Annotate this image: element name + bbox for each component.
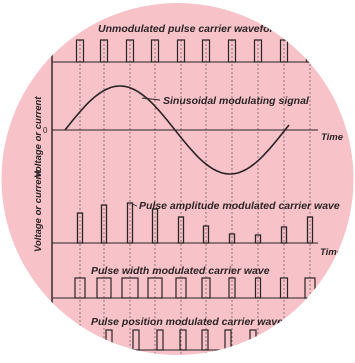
background-disc [1,3,354,355]
sampling-guides [79,40,311,355]
pam-pulse-5 [202,225,210,244]
ppm-pulse-9 [306,329,314,351]
unmodulated-pulse-9 [305,39,315,63]
pam-title: Pulse amplitude modulated carrier wave [139,200,340,212]
diagram-content: Unmodulated pulse carrier waveform Sinus… [33,3,344,355]
ppm-pulse-8 [277,329,285,351]
pam-pulse-3 [151,208,159,244]
pam-label-leader [131,203,138,207]
pam-time-label: Time [320,247,343,258]
ppm-pulse-0 [78,329,86,351]
pwm-title: Pulse width modulated carrier wave [91,265,270,277]
sine-zero-label: 0 [43,126,48,135]
sine-time-label: Time [321,132,344,143]
ylabel-upper: Voltage or current [33,96,44,178]
unmodulated-title: Unmodulated pulse carrier waveform [98,23,283,35]
pam-pulse-0 [76,212,84,244]
sinusoidal-curve [64,85,290,175]
pam-pulse-train [76,202,314,244]
ppm-title: Pulse position modulated carrier wave [91,316,283,328]
ylabel-lower: Voltage or current [33,170,44,252]
sine-title: Sinusoidal modulating signal [163,95,310,107]
pam-pulse-8 [280,226,288,244]
sine-label-leader [141,97,161,101]
pam-pulse-7 [254,234,262,244]
pam-pulse-2 [126,202,134,244]
pam-pulse-4 [177,216,185,244]
pam-pulse-9 [306,216,314,244]
pam-pulse-1 [100,204,108,244]
pam-pulse-6 [228,233,236,244]
